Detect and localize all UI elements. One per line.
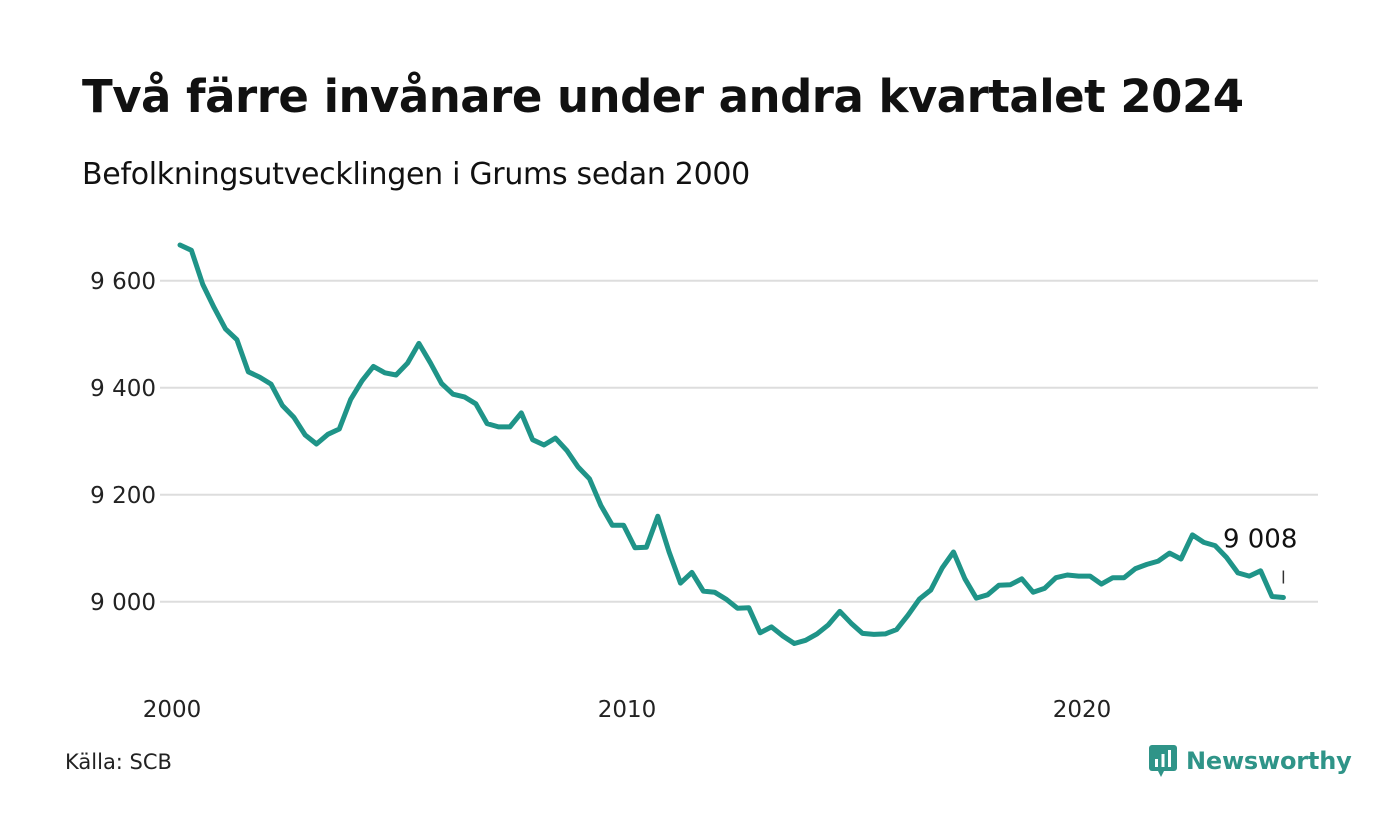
brand-name: Newsworthy <box>1186 747 1352 775</box>
series-layer <box>177 242 1286 646</box>
y-axis-ticks: 9 000 9 200 9 400 9 600 <box>90 269 156 616</box>
last-value-label: 9 008 <box>1223 525 1297 555</box>
chart-subtitle: Befolkningsutvecklingen i Grums sedan 20… <box>82 157 750 192</box>
newsworthy-logo-icon <box>1149 745 1177 777</box>
gridlines <box>160 279 1318 603</box>
brand-logo[interactable]: Newsworthy <box>1148 744 1352 778</box>
y-tick-label: 9 600 <box>90 269 156 295</box>
y-tick-label: 9 000 <box>90 590 156 616</box>
x-tick-label: 2020 <box>1053 697 1112 723</box>
annotations: 9 008 <box>1223 525 1297 584</box>
source-note: Källa: SCB <box>65 750 172 774</box>
y-tick-label: 9 200 <box>90 483 156 509</box>
x-tick-label: 2010 <box>598 697 657 723</box>
chart-title: Två färre invånare under andra kvartalet… <box>82 70 1244 123</box>
series-line <box>177 242 1286 646</box>
x-axis-ticks: 2000 2010 2020 <box>143 697 1112 723</box>
x-tick-label: 2000 <box>143 697 202 723</box>
y-tick-label: 9 400 <box>90 376 156 402</box>
